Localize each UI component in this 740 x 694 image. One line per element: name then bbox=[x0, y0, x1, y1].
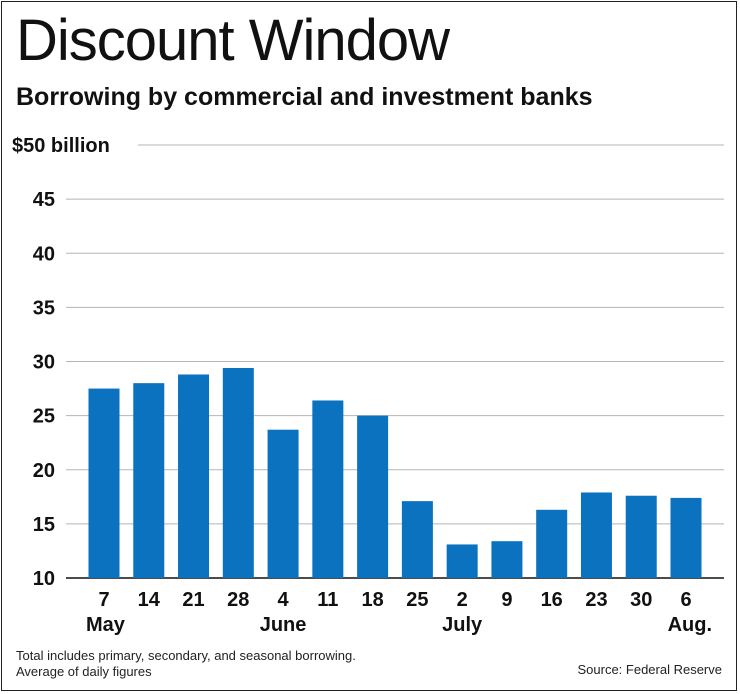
bar bbox=[88, 388, 120, 578]
x-axis: 7 14 21 28 4 11 18 25 2 9 16 23 30 6 May June July Aug. bbox=[86, 589, 712, 636]
month-label: May bbox=[86, 614, 126, 636]
y-tick-label: 25 bbox=[33, 406, 55, 428]
y-tick-label: 35 bbox=[33, 297, 55, 319]
bar bbox=[401, 501, 433, 578]
x-tick-label: 4 bbox=[278, 589, 290, 611]
x-tick-label: 9 bbox=[501, 589, 512, 611]
footnote-line-2: Average of daily figures bbox=[16, 664, 152, 679]
bar bbox=[133, 383, 165, 578]
footnote-line-1: Total includes primary, secondary, and s… bbox=[16, 648, 356, 663]
y-tick-label: 10 bbox=[33, 568, 55, 590]
bar bbox=[446, 544, 478, 578]
x-tick-label: 16 bbox=[541, 589, 563, 611]
y-axis-top-label: $50 billion bbox=[12, 135, 110, 157]
bar bbox=[178, 374, 210, 578]
x-tick-label: 11 bbox=[317, 589, 338, 611]
bar bbox=[222, 367, 254, 578]
bar bbox=[267, 429, 299, 578]
x-tick-label: 14 bbox=[138, 589, 161, 611]
month-label: June bbox=[260, 614, 307, 636]
x-tick-label: 2 bbox=[457, 589, 468, 611]
y-tick-label: 20 bbox=[33, 460, 55, 482]
x-tick-label: 30 bbox=[630, 589, 652, 611]
bars bbox=[88, 367, 702, 578]
x-tick-label: 23 bbox=[585, 589, 607, 611]
x-tick-label: 6 bbox=[680, 589, 691, 611]
month-label: Aug. bbox=[668, 614, 712, 636]
y-tick-label: 40 bbox=[33, 243, 55, 265]
bar bbox=[491, 541, 523, 578]
bar bbox=[312, 400, 344, 578]
y-tick-label: 30 bbox=[33, 352, 55, 374]
chart-title: Discount Window bbox=[16, 8, 450, 73]
bar bbox=[625, 495, 657, 578]
bar bbox=[536, 509, 568, 578]
chart-subtitle: Borrowing by commercial and investment b… bbox=[16, 83, 593, 111]
bar bbox=[357, 415, 389, 578]
footnote: Total includes primary, secondary, and s… bbox=[16, 648, 356, 680]
month-label: July bbox=[442, 614, 483, 636]
source-note: Source: Federal Reserve bbox=[577, 662, 722, 677]
x-tick-label: 25 bbox=[406, 589, 428, 611]
gridlines bbox=[66, 144, 724, 579]
x-tick-label: 21 bbox=[182, 589, 204, 611]
bar bbox=[580, 492, 612, 578]
bar bbox=[670, 497, 702, 578]
y-tick-label: 45 bbox=[33, 189, 55, 211]
y-tick-label: 15 bbox=[33, 514, 55, 536]
x-tick-label: 28 bbox=[227, 589, 249, 611]
y-axis: $50 billion 10 15 20 25 30 35 40 45 bbox=[12, 135, 110, 590]
x-tick-label: 7 bbox=[98, 589, 109, 611]
x-tick-label: 18 bbox=[361, 589, 383, 611]
